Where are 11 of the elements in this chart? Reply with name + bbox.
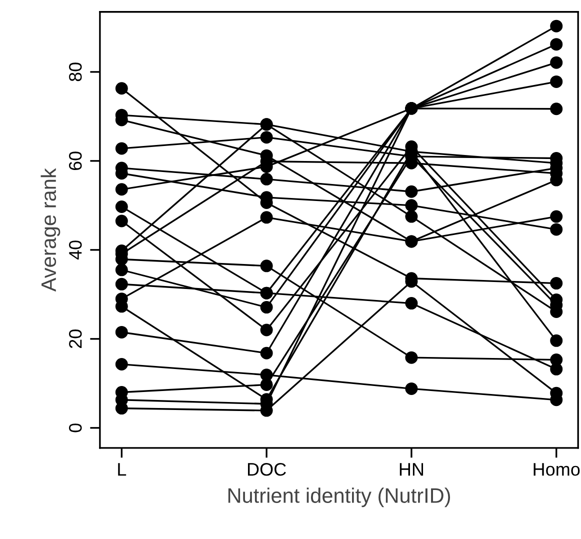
- y-tick-label: 80: [68, 62, 82, 82]
- y-tick-label: 40: [68, 240, 82, 260]
- y-tick-label: 0: [68, 424, 82, 432]
- x-tick-label: HN: [400, 463, 424, 476]
- y-tick-label: 20: [68, 330, 82, 348]
- x-tick-label: L: [118, 463, 126, 476]
- x-tick-label: DOC: [248, 462, 286, 476]
- x-tick-label: Homo: [534, 463, 580, 476]
- x-axis-title: Nutrient identity (NutrID): [228, 488, 450, 508]
- y-tick-label: 60: [68, 152, 82, 170]
- y-axis-title: Average rank: [40, 168, 60, 292]
